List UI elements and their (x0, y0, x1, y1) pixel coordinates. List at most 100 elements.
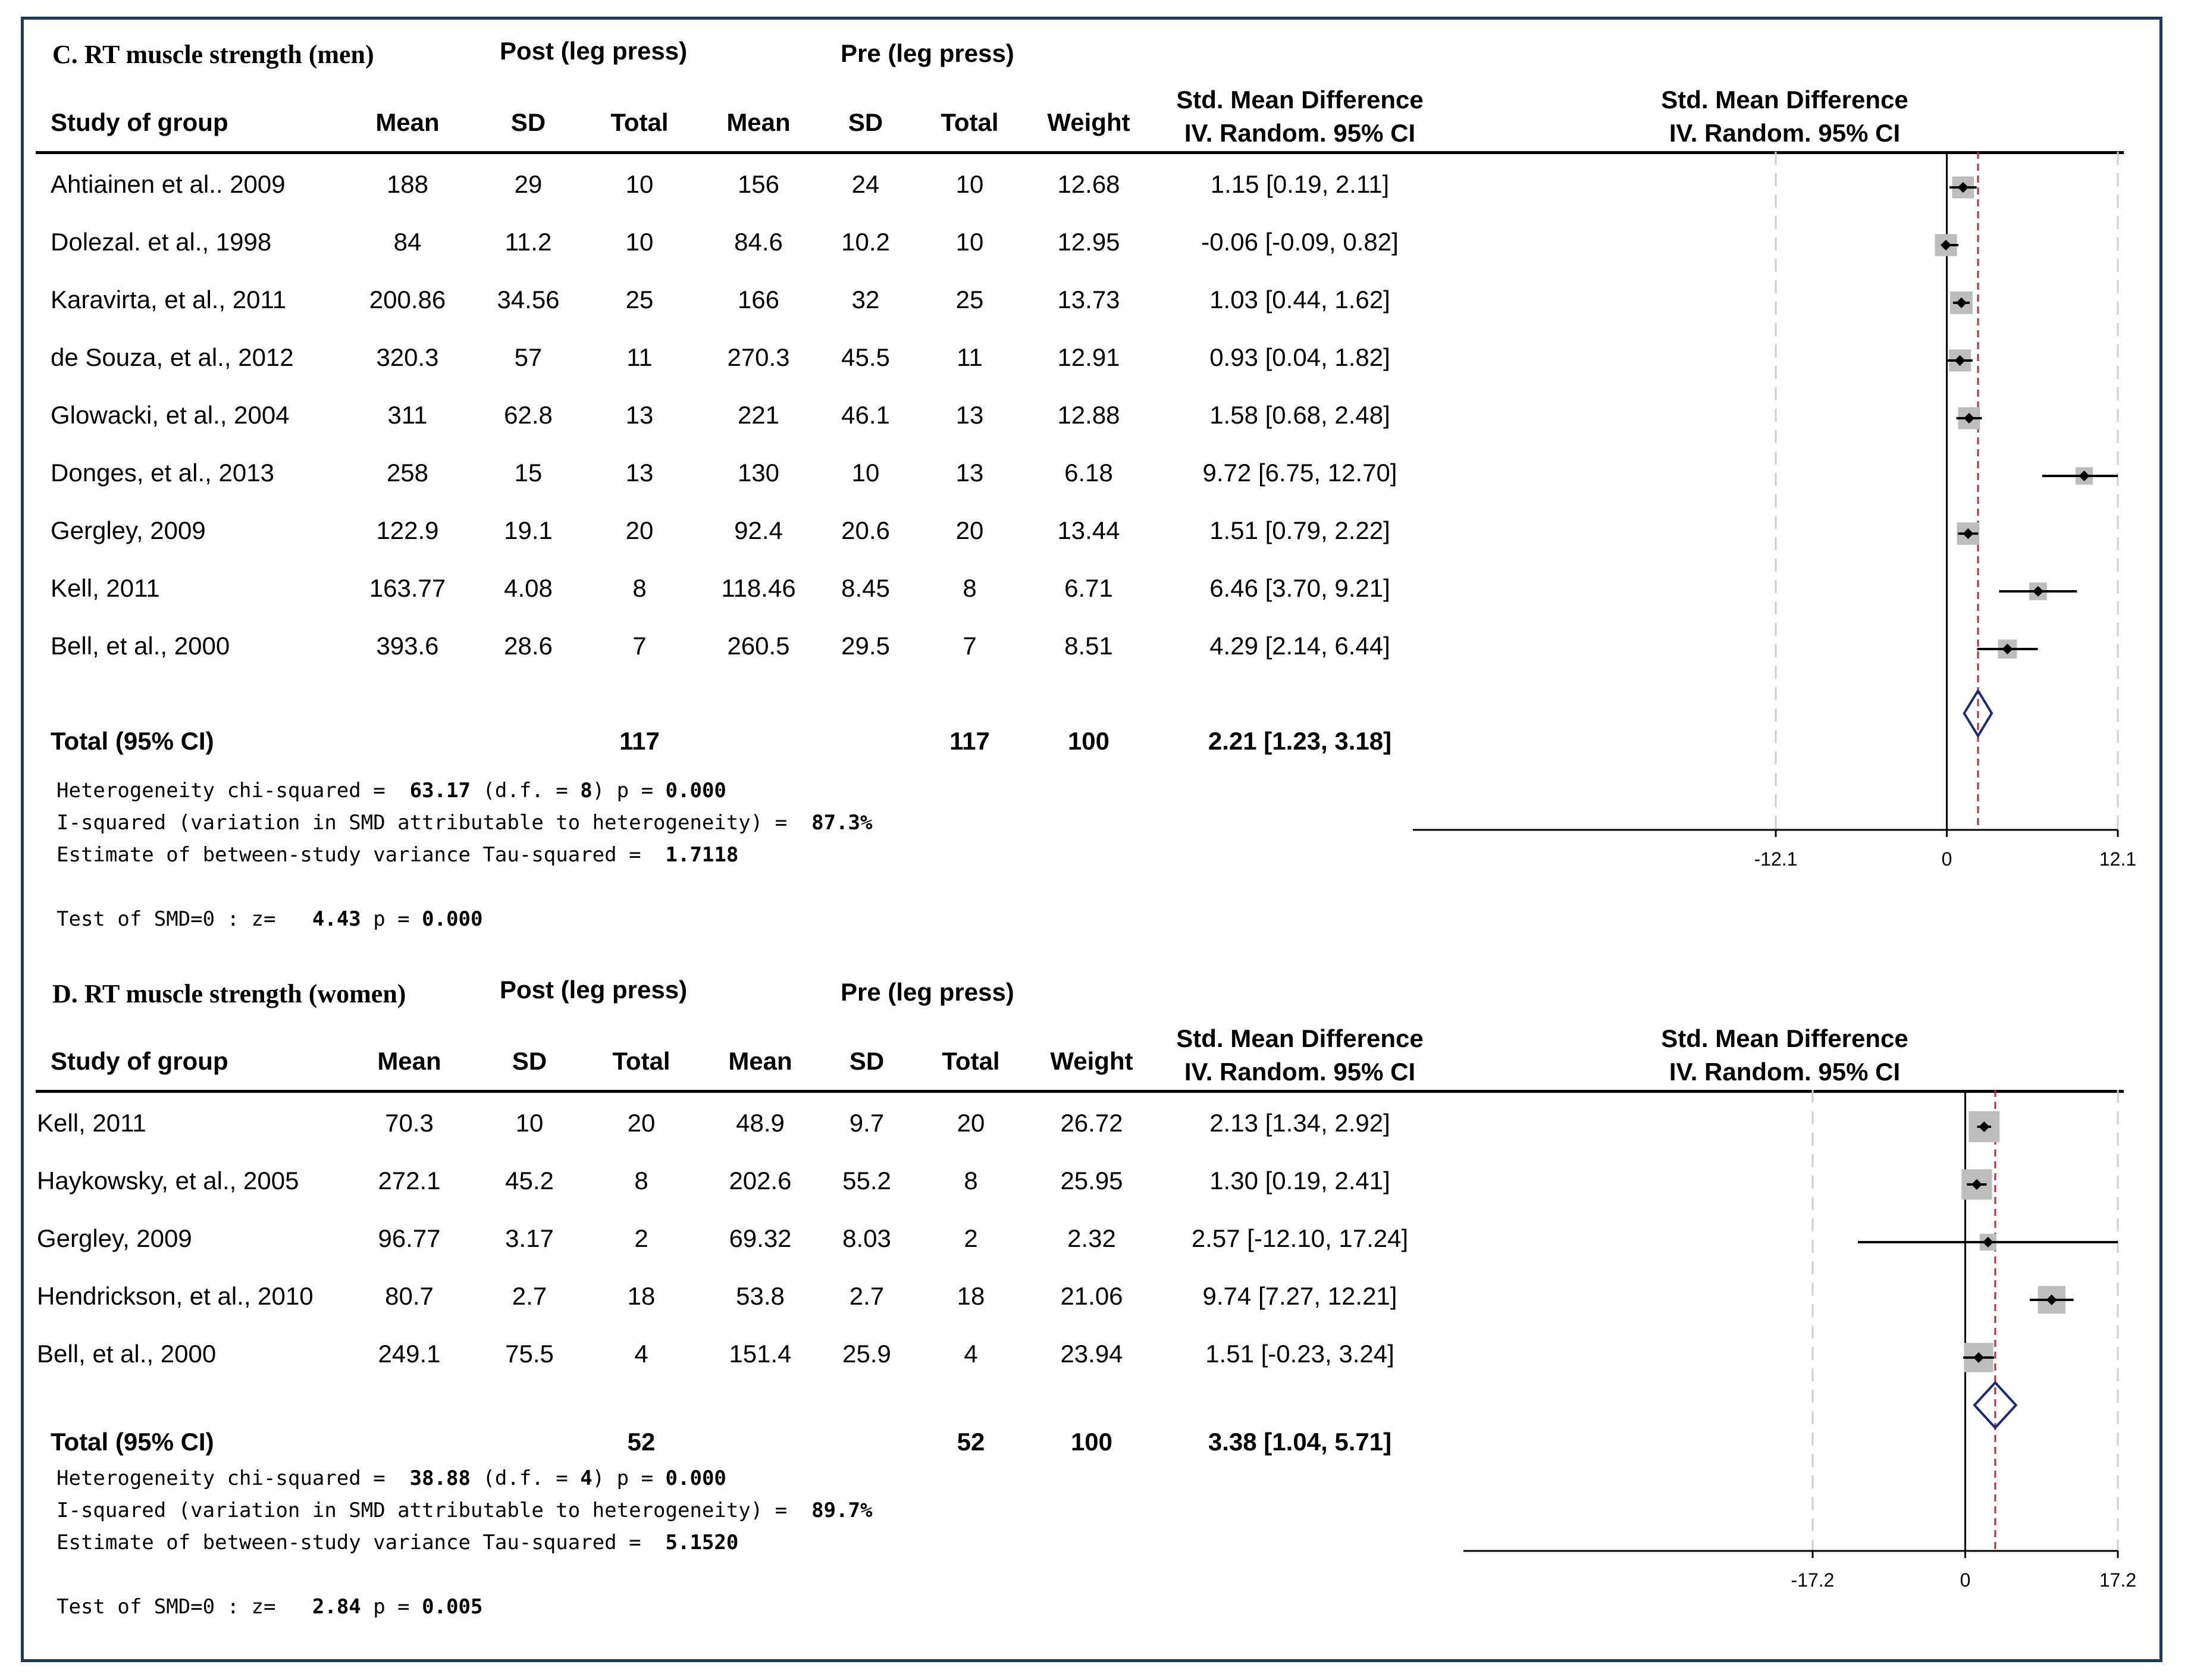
cell-pre-total: 20 (957, 1109, 985, 1137)
x-tick-label: 0 (1960, 1569, 1971, 1591)
cell-pre-mean: 221 (737, 401, 780, 429)
study-name: Karavirta, et al., 2011 (51, 286, 287, 314)
total-label: Total (95% CI) (51, 1428, 214, 1456)
total-weight: 100 (1070, 1428, 1113, 1456)
pooled-diamond (1963, 688, 1993, 738)
cell-post-total: 13 (625, 459, 654, 487)
stats-val2: 0.000 (422, 907, 483, 931)
cell-post-sd: 10 (515, 1109, 544, 1137)
cell-pre-total: 10 (955, 170, 984, 198)
cell-ci: 1.03 [0.44, 1.62] (1209, 286, 1390, 314)
cell-pre-total: 25 (955, 286, 984, 314)
total-label: Total (95% CI) (51, 727, 214, 755)
point-estimate (1982, 1237, 1993, 1248)
total-ci: 2.21 [1.23, 3.18] (1208, 727, 1392, 755)
col-post-mean: Mean (375, 108, 440, 136)
figure-frame (21, 17, 2162, 1662)
cell-post-mean: 188 (386, 170, 429, 198)
stats-val: 63.17 (409, 779, 471, 803)
cell-pre-sd: 10 (851, 459, 880, 487)
cell-weight: 21.06 (1060, 1282, 1123, 1310)
study-name: de Souza, et al., 2012 (51, 343, 294, 371)
col-pre-sd: SD (848, 108, 883, 136)
plot-header-ci: IV. Random. 95% CI (1669, 1058, 1901, 1086)
stats-block: Heterogeneity chi-squared = 63.17 (d.f. … (57, 775, 872, 935)
plot-header-smd: Std. Mean Difference (1661, 1024, 1908, 1052)
study-name: Bell, et al., 2000 (37, 1340, 217, 1368)
panel-c: C. RT muscle strength (men) Post (leg pr… (36, 37, 2136, 935)
cell-post-mean: 70.3 (385, 1109, 434, 1137)
cell-ci: -0.06 [-0.09, 0.82] (1201, 228, 1399, 256)
pooled-diamond (1973, 1381, 2018, 1430)
col-pre-mean: Mean (728, 1047, 792, 1075)
stats-pre: I-squared (variation in SMD attributable… (57, 1499, 812, 1522)
stats-val: 2.84 (312, 1595, 361, 1619)
cell-pre-sd: 2.7 (849, 1282, 885, 1310)
col-post-total: Total (610, 108, 669, 136)
study-name: Glowacki, et al., 2004 (51, 401, 290, 429)
cell-weight: 13.44 (1057, 516, 1120, 544)
cell-ci: 1.51 [0.79, 2.22] (1209, 516, 1390, 544)
cell-pre-total: 18 (957, 1282, 985, 1310)
study-name: Donges, et al., 2013 (51, 459, 274, 487)
cell-post-total: 8 (634, 1167, 648, 1195)
stats-post2: ) p = (592, 1466, 666, 1490)
stats-val: 38.88 (409, 1466, 471, 1490)
cell-pre-sd: 46.1 (841, 401, 890, 429)
cell-ci: 0.93 [0.04, 1.82] (1209, 343, 1390, 371)
cell-post-total: 25 (625, 286, 654, 314)
cell-post-sd: 62.8 (504, 401, 553, 429)
cell-ci: 6.46 [3.70, 9.21] (1209, 574, 1390, 602)
stats-val: 87.3% (811, 811, 873, 835)
stats-val: 5.1520 (665, 1531, 739, 1554)
cell-pre-total: 13 (955, 401, 984, 429)
stats-line: I-squared (variation in SMD attributable… (57, 1494, 872, 1527)
pre-group-header: Pre (leg press) (841, 978, 1014, 1006)
cell-pre-sd: 25.9 (842, 1340, 891, 1368)
point-estimate (1957, 182, 1969, 193)
cell-pre-mean: 156 (737, 170, 780, 198)
stats-val: 1.7118 (665, 843, 739, 867)
header-rule (36, 151, 2124, 154)
cell-weight: 6.18 (1064, 459, 1113, 487)
stats-line: I-squared (variation in SMD attributable… (57, 807, 872, 839)
cell-post-mean: 84 (393, 228, 422, 256)
cell-ci: 9.74 [7.27, 12.21] (1202, 1282, 1397, 1310)
cell-weight: 13.73 (1057, 286, 1120, 314)
point-estimate (1979, 1121, 1990, 1132)
cell-post-total: 11 (626, 343, 653, 371)
cell-weight: 12.68 (1057, 170, 1120, 198)
col-post-total: Total (612, 1047, 670, 1075)
cell-pre-total: 10 (955, 228, 984, 256)
cell-post-mean: 393.6 (376, 632, 439, 660)
stats-line: Heterogeneity chi-squared = 38.88 (d.f. … (57, 1462, 872, 1494)
point-estimate (1971, 1179, 1982, 1190)
stats-line: Test of SMD=0 : z= 4.43 p = 0.000 (57, 903, 872, 935)
cell-post-mean: 320.3 (376, 343, 439, 371)
x-tick-label: 0 (1942, 848, 1952, 870)
cell-pre-mean: 151.4 (729, 1340, 792, 1368)
point-estimate (2002, 644, 2013, 654)
col-pre-sd: SD (849, 1047, 885, 1075)
stats-line: Test of SMD=0 : z= 2.84 p = 0.005 (57, 1591, 872, 1623)
stats-pre: Test of SMD=0 : z= (57, 907, 312, 931)
post-group-header: Post (leg press) (500, 37, 688, 65)
cell-ci: 1.51 [-0.23, 3.24] (1205, 1340, 1394, 1368)
point-estimate (2032, 586, 2043, 597)
col-smd: Std. Mean Difference (1176, 1024, 1424, 1052)
cell-pre-sd: 9.7 (849, 1109, 885, 1137)
total-ci: 3.38 [1.04, 5.71] (1208, 1428, 1392, 1456)
cell-pre-sd: 8.03 (842, 1224, 891, 1252)
cell-pre-sd: 29.5 (841, 632, 890, 660)
col-smd: Std. Mean Difference (1176, 86, 1424, 114)
cell-pre-total: 11 (957, 343, 983, 371)
point-estimate (1964, 413, 1975, 424)
cell-post-total: 8 (632, 574, 647, 602)
stats-pre: Test of SMD=0 : z= (57, 1595, 312, 1619)
stats-val3: 0.000 (665, 779, 726, 803)
study-name: Bell, et al., 2000 (51, 632, 230, 660)
col-post-sd: SD (512, 1047, 547, 1075)
cell-pre-mean: 48.9 (736, 1109, 785, 1137)
col-post-mean: Mean (377, 1047, 441, 1075)
stats-line: Heterogeneity chi-squared = 63.17 (d.f. … (57, 775, 872, 807)
